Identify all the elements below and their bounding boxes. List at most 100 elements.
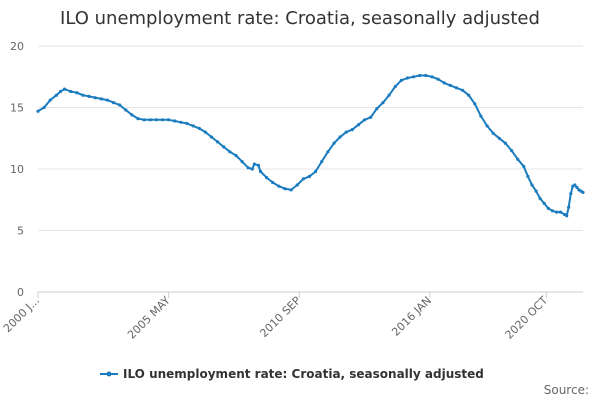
data-point[interactable] [48,98,52,102]
data-point[interactable] [271,180,275,185]
data-point[interactable] [246,166,250,170]
data-point[interactable] [307,174,312,178]
data-point[interactable] [118,103,122,107]
data-point[interactable] [295,183,299,187]
data-point[interactable] [467,93,471,97]
data-point[interactable] [320,160,324,164]
data-point[interactable] [558,210,563,214]
data-point[interactable] [283,187,287,191]
data-point[interactable] [565,214,569,218]
data-point[interactable] [497,136,501,140]
data-point[interactable] [405,76,410,80]
data-point[interactable] [461,88,465,92]
data-point[interactable] [369,115,373,119]
data-point[interactable] [148,118,152,122]
data-point[interactable] [338,135,342,139]
legend-label[interactable]: ILO unemployment rate: Croatia, seasonal… [123,367,484,381]
data-point[interactable] [203,130,207,134]
data-point[interactable] [350,128,354,132]
data-point[interactable] [111,101,116,105]
data-point[interactable] [136,117,140,121]
data-point[interactable] [479,114,483,118]
data-point[interactable] [228,150,232,154]
data-point[interactable] [526,174,530,178]
data-point[interactable] [105,98,109,102]
data-point[interactable] [573,183,577,187]
data-point[interactable] [381,101,385,105]
data-point[interactable] [173,119,177,123]
data-point[interactable] [550,209,555,213]
data-point[interactable] [485,124,489,128]
data-point[interactable] [363,118,367,122]
data-point[interactable] [448,83,452,87]
data-point[interactable] [430,75,434,79]
data-point[interactable] [69,89,73,94]
data-point[interactable] [510,149,514,153]
data-point[interactable] [256,163,260,167]
data-point[interactable] [546,206,550,210]
data-point[interactable] [142,118,146,122]
data-point[interactable] [542,201,546,205]
data-point[interactable] [185,121,189,126]
data-point[interactable] [93,96,97,100]
data-point[interactable] [160,118,165,122]
data-point[interactable] [191,124,195,128]
data-point[interactable] [99,97,103,101]
data-point[interactable] [503,141,507,145]
data-point[interactable] [356,123,361,127]
data-point[interactable] [36,109,40,113]
data-point[interactable] [442,81,446,85]
data-point[interactable] [575,185,579,189]
data-point[interactable] [534,189,538,193]
data-point[interactable] [538,196,542,201]
data-point[interactable] [130,113,134,117]
data-point[interactable] [530,183,534,187]
data-point[interactable] [424,73,428,78]
data-point[interactable] [375,107,379,111]
data-point[interactable] [332,141,336,145]
data-point[interactable] [124,108,128,112]
data-point[interactable] [418,73,422,78]
data-point[interactable] [265,176,269,180]
data-point[interactable] [393,85,397,89]
data-point[interactable] [252,162,256,166]
data-point[interactable] [167,118,171,122]
data-point[interactable] [454,86,458,90]
data-point[interactable] [240,160,244,164]
data-point[interactable] [436,77,440,81]
legend[interactable]: ILO unemployment rate: Croatia, seasonal… [100,367,484,381]
data-point[interactable] [491,131,495,135]
data-point[interactable] [567,205,571,209]
data-point[interactable] [54,93,59,97]
data-point[interactable] [222,145,226,149]
data-point[interactable] [301,177,305,181]
series-line-0[interactable] [37,74,584,217]
data-point[interactable] [412,75,416,79]
data-point[interactable] [326,150,330,154]
data-point[interactable] [473,102,477,106]
data-point[interactable] [58,89,63,94]
data-point[interactable] [258,169,263,174]
data-point[interactable] [234,153,238,158]
data-point[interactable] [554,210,559,214]
data-point[interactable] [81,93,85,97]
data-point[interactable] [387,93,391,97]
data-point[interactable] [216,140,220,144]
data-point[interactable] [289,188,293,192]
data-point[interactable] [314,169,318,174]
data-point[interactable] [516,157,520,161]
data-point[interactable] [197,126,201,130]
data-point[interactable] [522,164,526,169]
data-point[interactable] [154,118,158,122]
data-point[interactable] [344,130,348,134]
data-point[interactable] [87,94,91,98]
data-point[interactable] [277,184,281,188]
data-point[interactable] [179,120,183,124]
data-point[interactable] [399,78,403,82]
data-point[interactable] [62,87,67,91]
data-point[interactable] [569,192,573,196]
data-point[interactable] [75,91,79,95]
data-point[interactable] [42,105,46,110]
data-point[interactable] [209,135,214,139]
data-point[interactable] [250,167,254,171]
